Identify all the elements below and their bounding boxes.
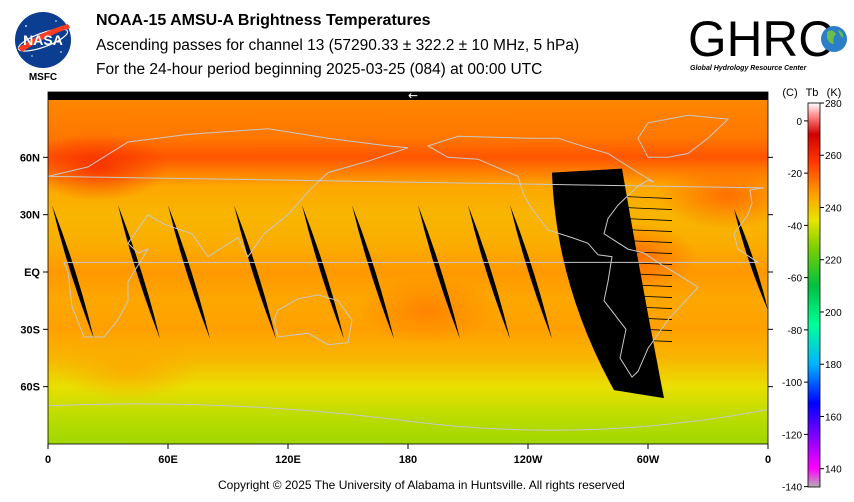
ghrc-subtitle: Global Hydrology Resource Center <box>690 65 808 72</box>
colorbar-k-label: 240 <box>825 203 842 214</box>
y-tick-label: EQ <box>24 267 40 279</box>
ghrc-text: GHRC <box>688 11 834 67</box>
y-tick-label: 60S <box>20 382 40 394</box>
copyright-text: Copyright © 2025 The University of Alaba… <box>218 478 625 492</box>
colorbar-header-tb: Tb <box>806 87 819 99</box>
colorbar-c-label: -120 <box>782 430 802 441</box>
colorbar-k-label: 180 <box>825 360 842 371</box>
colorbar-k-label: 160 <box>825 412 842 423</box>
colorbar-c-label: -100 <box>782 378 802 389</box>
colorbar-k-label: 140 <box>825 465 842 476</box>
data-gap-swath <box>734 208 768 311</box>
msfc-text: MSFC <box>29 72 57 82</box>
scan-line <box>601 316 673 320</box>
axes: ← 0 60E 120E 180 120W 60W 0 60N 30N EQ 30S 60S <box>20 89 773 466</box>
data-gap-swath <box>510 205 552 339</box>
coastline-antarctica <box>48 403 768 431</box>
colorbar-c-label: -140 <box>782 483 802 494</box>
scan-line <box>601 283 673 287</box>
colorbar-c-label: -20 <box>788 169 803 180</box>
data-gap-swath <box>418 205 460 339</box>
colorbar-c-label: 0 <box>796 117 802 128</box>
colorbar: (C) Tb (K)280 260 240 220 200 180 160 140 0 -20 -40 -… <box>782 87 842 494</box>
x-tick-label: 180 <box>399 454 417 466</box>
scan-line <box>601 272 673 276</box>
chart-subtitle-period: For the 24-hour period beginning 2025-03… <box>96 61 543 78</box>
colorbar-ramp <box>807 102 821 488</box>
x-tick-label: 60E <box>158 454 178 466</box>
warm-region <box>58 333 198 402</box>
scan-line <box>601 195 673 199</box>
colorbar-k-label: 200 <box>825 308 842 319</box>
x-tick-label: 0 <box>765 454 771 466</box>
colorbar-header-celsius: (C) <box>782 87 797 99</box>
plot-area <box>48 100 768 444</box>
colorbar-c-label: -80 <box>788 326 803 337</box>
warm-region <box>658 161 768 230</box>
scan-line <box>601 250 673 254</box>
colorbar-k-label: 280 <box>825 99 842 110</box>
coastline <box>637 114 730 158</box>
coastline <box>426 135 699 378</box>
y-tick-label: 30S <box>20 324 40 336</box>
scan-line <box>601 294 673 298</box>
data-gap-swath <box>52 205 94 339</box>
north-pole-nodata <box>48 92 768 100</box>
x-tick-label: 120W <box>514 454 543 466</box>
scan-line <box>601 338 673 342</box>
x-tick-label: 0 <box>45 454 51 466</box>
coastline <box>273 294 353 346</box>
coastlines <box>48 114 768 431</box>
nasa-logo: NASA MSFC <box>15 12 71 82</box>
colorbar-k-label: 220 <box>825 256 842 267</box>
ghrc-logo: GHRC Global Hydrology Resource Center <box>688 11 847 72</box>
y-tick-label: 30N <box>20 210 40 222</box>
warm-region <box>48 132 168 201</box>
x-tick-label: 60W <box>637 454 660 466</box>
colorbar-c-label: -60 <box>788 274 803 285</box>
data-gap-swath <box>352 205 394 339</box>
colorbar-c-label: -40 <box>788 221 803 232</box>
chart-subtitle-channel: Ascending passes for channel 13 (57290.3… <box>96 37 580 54</box>
data-gap-swath <box>302 205 344 339</box>
scan-line <box>601 206 673 210</box>
scan-line <box>601 305 673 309</box>
data-gap-swath <box>234 205 276 339</box>
y-tick-label: 60N <box>20 152 40 164</box>
orbit-marker: ← <box>408 89 418 103</box>
colorbar-header-kelvin: (K) <box>827 87 842 99</box>
colorbar-k-label: 260 <box>825 151 842 162</box>
data-gap-swath <box>468 205 510 339</box>
x-tick-label: 120E <box>275 454 301 466</box>
chart-title: NOAA-15 AMSU-A Brightness Temperatures <box>96 12 431 29</box>
scan-line <box>601 228 673 232</box>
coastline <box>48 128 765 338</box>
data-gap-swath <box>118 205 160 339</box>
nasa-text: NASA <box>23 32 63 48</box>
data-gap-swath <box>168 205 210 339</box>
warm-region <box>358 276 498 345</box>
scan-line <box>601 217 673 221</box>
